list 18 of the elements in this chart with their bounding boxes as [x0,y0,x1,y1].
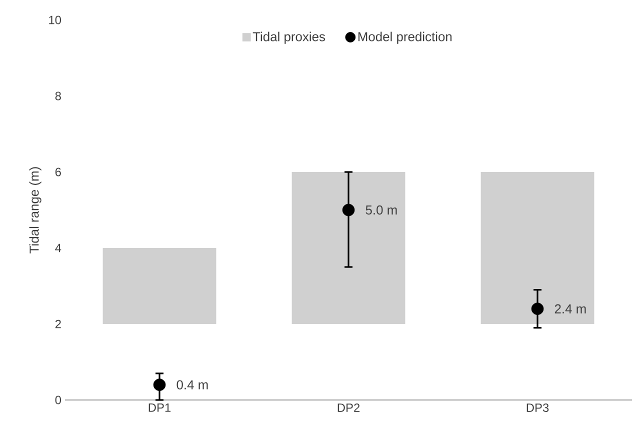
data-label: 5.0 m [366,205,397,215]
x-tick-label: DP3 [526,404,549,412]
data-label: 2.4 m [554,304,586,314]
y-tick-label: 6 [55,168,61,176]
y-tick-label: 4 [55,244,62,252]
x-tick-label: DP2 [338,404,360,412]
point [531,302,544,315]
legend-label: Tidal proxies [252,32,326,44]
x-tick-label: DP1 [148,404,171,412]
legend-label: Model prediction [358,32,452,44]
y-tick-label: 0 [55,396,62,404]
point [342,204,355,216]
data-label: 0.4 m [176,380,208,390]
point [153,378,166,391]
y-tick-label: 8 [55,92,61,100]
y-tick-label: 10 [49,16,62,24]
y-axis-title: Tidal range (m) [29,167,42,254]
y-tick-label: 2 [55,320,61,328]
